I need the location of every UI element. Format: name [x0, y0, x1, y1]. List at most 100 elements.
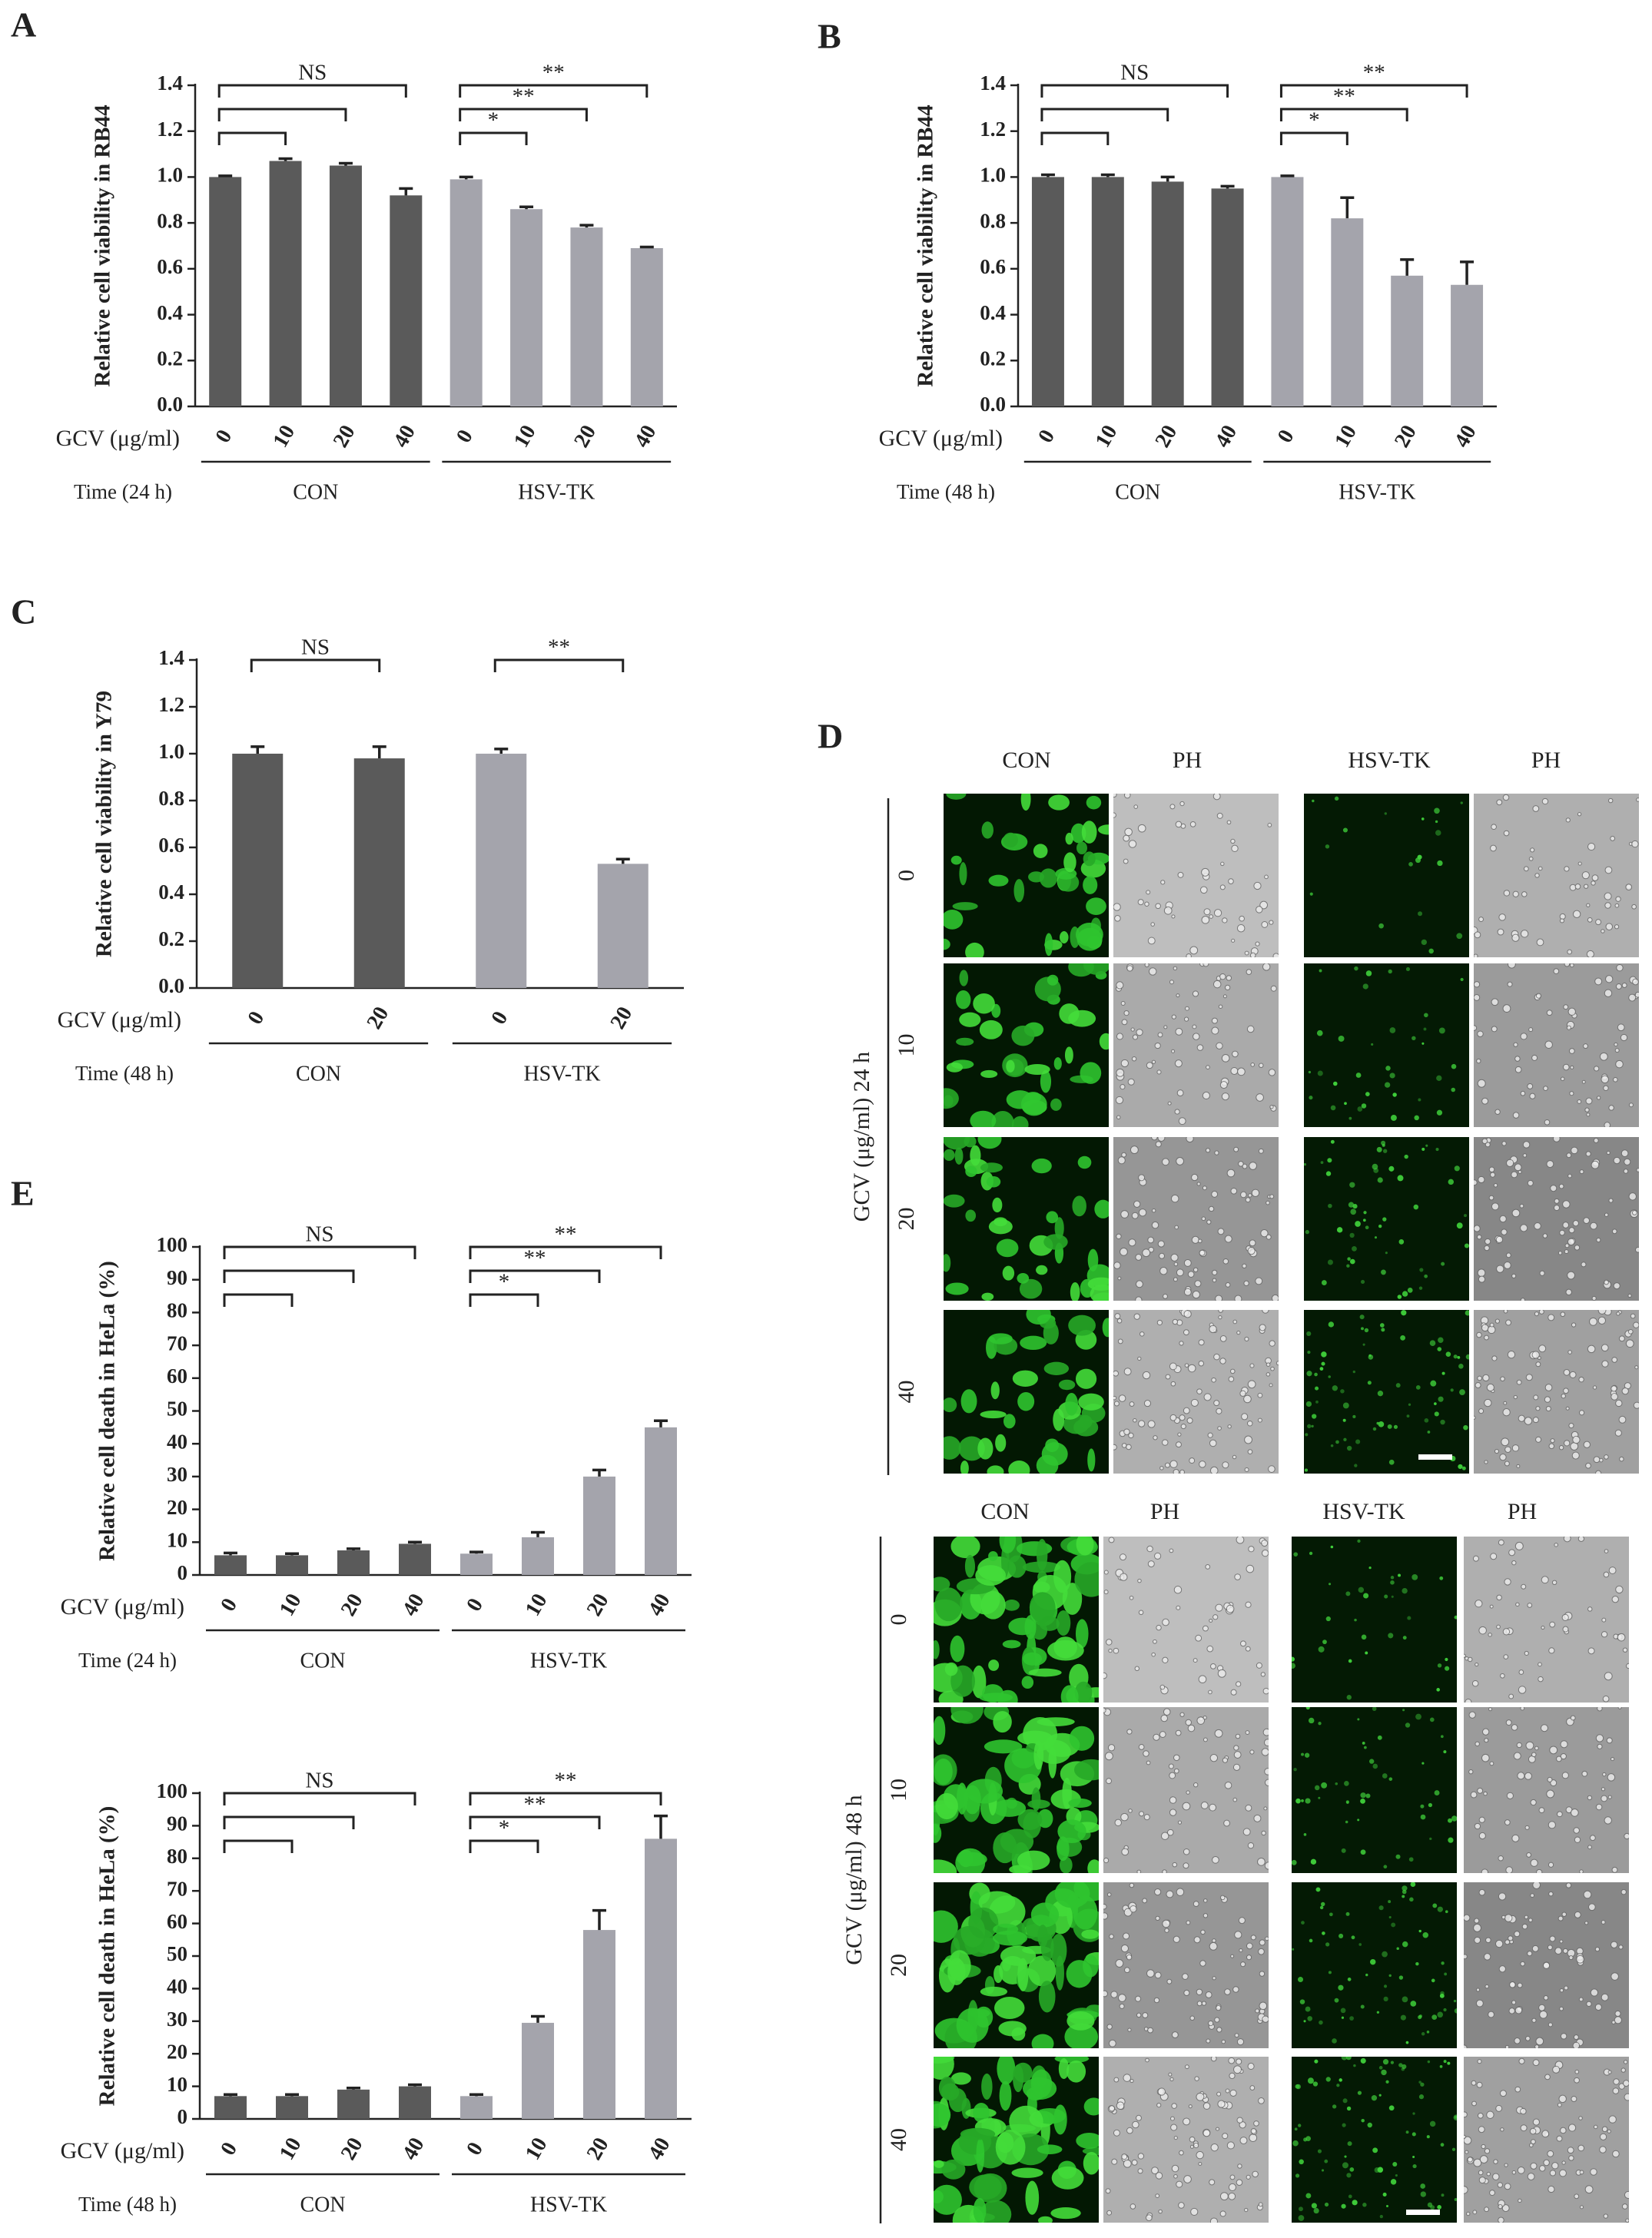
- phase-cell: [1170, 1381, 1176, 1387]
- phase-cell: [1270, 985, 1277, 992]
- row-label: 40: [886, 2128, 911, 2151]
- cell-dot: [1305, 1707, 1310, 1710]
- error-bar: [592, 1908, 606, 1931]
- cell-dot: [1378, 1421, 1385, 1427]
- phase-cell: [1538, 1310, 1544, 1315]
- bracket: [217, 131, 287, 145]
- phase-cell: [1499, 1215, 1507, 1223]
- phase-cell: [1474, 994, 1481, 1001]
- phase-cell: [1505, 1719, 1512, 1726]
- phase-cell: [1572, 1435, 1581, 1444]
- phase-cell: [1517, 2166, 1525, 2174]
- cell-cluster: [1013, 879, 1025, 903]
- phase-cell: [1236, 2117, 1243, 2124]
- cell-dot: [1402, 1885, 1408, 1892]
- phase-cell: [1593, 1137, 1599, 1143]
- phase-cell: [1120, 1210, 1129, 1218]
- bar: [510, 209, 543, 406]
- bracket: [1040, 84, 1229, 98]
- cell-cluster: [1033, 1740, 1044, 1770]
- cell-cluster: [1051, 2166, 1084, 2190]
- cell-cluster: [1020, 794, 1031, 811]
- cell-dot: [1389, 1073, 1395, 1079]
- cell-cluster: [1003, 1414, 1016, 1429]
- phase-cell: [1154, 1888, 1162, 1896]
- cell-cluster: [1087, 1277, 1109, 1291]
- phase-cell: [1557, 1915, 1564, 1921]
- cell-dot: [1436, 1688, 1440, 1692]
- phase-cell: [1269, 1194, 1275, 1199]
- cell-cluster: [934, 1859, 957, 1873]
- cell-dot: [1327, 1158, 1332, 1163]
- cell-cluster: [1053, 1057, 1062, 1070]
- cell-dot: [1420, 2183, 1426, 2189]
- phase-cell: [1113, 1401, 1120, 1407]
- phase-cell: [1156, 1624, 1162, 1631]
- phase-cell: [1594, 977, 1603, 986]
- phase-cell: [1212, 1614, 1219, 1620]
- cell-dot: [1448, 1818, 1452, 1823]
- cell-dot: [1398, 1975, 1404, 1980]
- micrograph: [1113, 963, 1279, 1127]
- cell-dot: [1312, 799, 1315, 803]
- phase-cell: [1611, 1596, 1619, 1603]
- phase-cell: [1628, 1102, 1634, 1108]
- cell-dot: [1360, 1849, 1366, 1855]
- phase-cell: [1601, 2126, 1608, 2133]
- phase-cell: [1210, 2144, 1219, 2152]
- cell-dot: [1307, 1424, 1312, 1429]
- phase-cell: [1512, 1112, 1520, 1119]
- cell-dot: [1437, 1906, 1443, 1912]
- phase-cell: [1179, 2150, 1184, 2156]
- phase-cell: [1595, 1803, 1603, 1811]
- scale-bar: [1406, 2210, 1440, 2215]
- phase-cell: [1246, 1564, 1255, 1573]
- cell-dot: [1371, 1043, 1374, 1046]
- phase-cell: [1631, 840, 1639, 848]
- phase-cell: [1230, 1689, 1237, 1696]
- bracket: [223, 1792, 416, 1805]
- phase-cell: [1530, 2162, 1538, 2170]
- phase-cell: [1484, 1738, 1489, 1743]
- phase-cell: [1595, 919, 1602, 926]
- error-bar: [285, 1552, 299, 1556]
- phase-cell: [1196, 1388, 1203, 1394]
- phase-cell: [1548, 1821, 1556, 1829]
- phase-cell: [1514, 1066, 1522, 1073]
- phase-cell: [1160, 1714, 1169, 1722]
- cell-dot: [1424, 1417, 1429, 1423]
- phase-cell: [1554, 1543, 1558, 1547]
- cell-cluster: [970, 1110, 997, 1127]
- phase-cell: [1596, 1096, 1601, 1100]
- phase-cell: [1116, 1233, 1122, 1240]
- phase-cell: [1495, 1235, 1504, 1244]
- phase-cell: [1475, 1741, 1480, 1747]
- cell-dot: [1454, 2197, 1457, 2201]
- phase-cell: [1608, 2115, 1617, 2124]
- cell-dot: [1355, 1221, 1361, 1227]
- phase-cell: [1155, 2172, 1163, 2180]
- phase-cell: [1611, 1357, 1618, 1363]
- phase-cell: [1176, 1268, 1184, 1277]
- phase-cell: [1115, 1096, 1124, 1105]
- phase-cell: [1212, 1938, 1216, 1943]
- phase-cell: [1150, 922, 1156, 927]
- phase-cell: [1189, 2144, 1194, 2149]
- phase-cell: [1501, 1141, 1507, 1146]
- cell-cluster: [960, 1461, 969, 1474]
- phase-cell: [1470, 1791, 1478, 1799]
- cell-cluster: [1054, 1882, 1090, 1908]
- phase-cell: [1528, 1027, 1534, 1033]
- cell-cluster: [1038, 1981, 1056, 2013]
- x-axis-label: GCV (μg/ml): [58, 1007, 181, 1033]
- cell-dot: [1461, 1466, 1466, 1470]
- phase-cell: [1501, 1437, 1510, 1447]
- cell-dot: [1402, 2064, 1407, 2070]
- cell-dot: [1308, 1717, 1315, 1724]
- phase-cell: [1571, 1146, 1578, 1155]
- phase-cell: [1478, 1816, 1485, 1823]
- cell-cluster: [998, 2021, 1027, 2037]
- cell-dot: [1458, 1363, 1464, 1369]
- y-tick-label: 0.4: [158, 880, 184, 903]
- phase-cell: [1504, 2163, 1508, 2167]
